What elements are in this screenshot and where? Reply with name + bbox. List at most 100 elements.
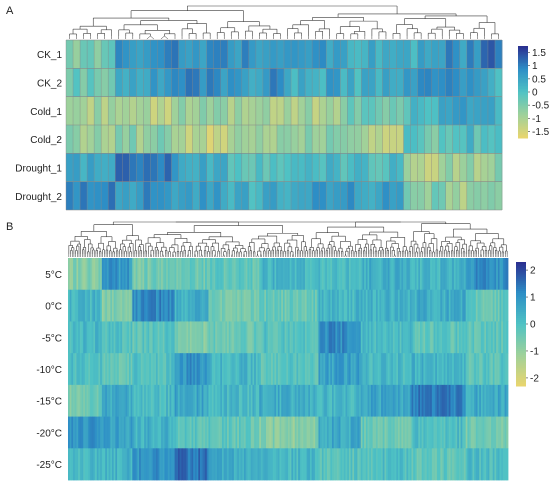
heatmap-cell xyxy=(386,321,389,354)
heatmap-cell xyxy=(318,448,321,481)
panel-a-column-dendrogram xyxy=(69,5,499,40)
heatmap-cell xyxy=(391,258,394,291)
heatmap-cell xyxy=(106,289,110,322)
heatmap-cell xyxy=(442,384,445,417)
heatmap-cell xyxy=(91,384,94,417)
heatmap-cell xyxy=(117,448,120,481)
heatmap-cell xyxy=(103,258,106,291)
heatmap-cell xyxy=(184,384,187,417)
heatmap-cell xyxy=(200,353,203,386)
heatmap-cell xyxy=(88,321,91,354)
heatmap-cell xyxy=(484,258,487,291)
heatmap-cell xyxy=(438,68,447,97)
heatmap-cell xyxy=(473,40,482,69)
heatmap-cell xyxy=(79,448,82,481)
heatmap-cell xyxy=(156,448,159,481)
heatmap-cell xyxy=(382,384,385,417)
heatmap-cell xyxy=(140,384,143,417)
heatmap-cell xyxy=(496,416,499,449)
heatmap-cell xyxy=(386,448,389,481)
heatmap-cell xyxy=(414,289,418,322)
heatmap-cell xyxy=(374,384,377,417)
heatmap-cell xyxy=(364,353,367,386)
colorbar-segment xyxy=(518,72,528,75)
heatmap-cell xyxy=(328,258,331,291)
heatmap-cell xyxy=(272,384,275,417)
heatmap-cell xyxy=(284,68,292,97)
heatmap-cell xyxy=(189,321,192,354)
heatmap-cell xyxy=(83,384,86,417)
heatmap-cell xyxy=(183,448,186,481)
colorbar-segment xyxy=(518,102,528,105)
heatmap-cell xyxy=(96,384,99,417)
heatmap-cell xyxy=(460,289,463,322)
heatmap-cell xyxy=(392,321,396,354)
dendrogram-branch xyxy=(200,253,202,258)
heatmap-cell xyxy=(504,321,507,354)
heatmap-cell xyxy=(332,289,335,322)
heatmap-cell xyxy=(416,416,419,449)
heatmap-cell xyxy=(445,448,448,481)
heatmap-cell xyxy=(260,289,264,322)
heatmap-cell xyxy=(462,416,465,449)
heatmap-cell xyxy=(100,289,103,322)
heatmap-cell xyxy=(186,448,189,481)
heatmap-cell xyxy=(122,353,125,386)
heatmap-cell xyxy=(255,125,264,154)
colorbar-segment xyxy=(518,136,528,139)
heatmap-cell xyxy=(311,258,314,291)
heatmap-cell xyxy=(394,289,397,322)
heatmap-cell xyxy=(171,384,174,417)
heatmap-cell xyxy=(401,353,404,386)
heatmap-cell xyxy=(504,353,507,386)
heatmap-cell xyxy=(286,321,289,354)
heatmap-cell xyxy=(477,258,480,291)
heatmap-cell xyxy=(194,353,198,386)
heatmap-cell xyxy=(262,258,265,291)
heatmap-cell xyxy=(103,416,106,449)
heatmap-cell xyxy=(345,448,348,481)
heatmap-cell xyxy=(298,40,306,69)
heatmap-cell xyxy=(406,353,409,386)
heatmap-cell xyxy=(88,384,91,417)
heatmap-cell xyxy=(342,353,345,386)
heatmap-cell xyxy=(194,289,198,322)
heatmap-cell xyxy=(320,448,323,481)
heatmap-cell xyxy=(272,353,275,386)
heatmap-cell xyxy=(88,289,91,322)
heatmap-cell xyxy=(172,384,176,417)
heatmap-cell xyxy=(178,321,181,354)
heatmap-cell xyxy=(392,258,396,291)
heatmap-cell xyxy=(399,258,402,291)
heatmap-cell xyxy=(127,289,130,322)
heatmap-cell xyxy=(333,321,336,354)
heatmap-cell xyxy=(167,289,170,322)
heatmap-cell xyxy=(140,448,143,481)
heatmap-cell xyxy=(316,289,319,322)
heatmap-cell xyxy=(408,384,411,417)
heatmap-cell xyxy=(220,68,229,97)
colorbar-segment xyxy=(518,79,528,82)
heatmap-cell xyxy=(216,448,220,481)
heatmap-cell xyxy=(279,384,282,417)
heatmap-cell xyxy=(357,289,360,322)
heatmap-cell xyxy=(215,353,218,386)
heatmap-cell xyxy=(368,125,376,154)
heatmap-cell xyxy=(225,321,228,354)
heatmap-cell xyxy=(100,353,103,386)
heatmap-cell xyxy=(360,384,363,417)
heatmap-cell xyxy=(365,321,368,354)
dendrogram-branch xyxy=(256,253,258,258)
heatmap-cell xyxy=(364,448,367,481)
colorbar-segment xyxy=(516,315,526,319)
heatmap-cell xyxy=(84,353,88,386)
heatmap-cell xyxy=(323,384,326,417)
heatmap-cell xyxy=(74,289,77,322)
heatmap-cell xyxy=(403,384,406,417)
heatmap-cell xyxy=(69,416,72,449)
heatmap-cell xyxy=(469,384,472,417)
heatmap-cell xyxy=(347,40,355,69)
heatmap-cell xyxy=(230,258,233,291)
heatmap-cell xyxy=(198,353,201,386)
heatmap-cell xyxy=(185,96,193,125)
